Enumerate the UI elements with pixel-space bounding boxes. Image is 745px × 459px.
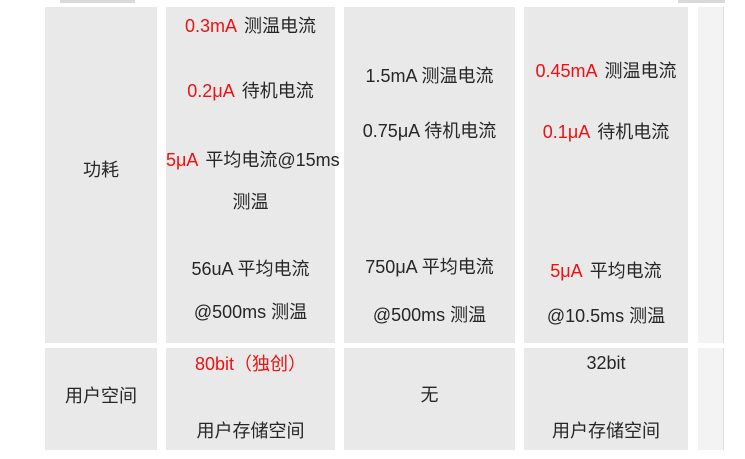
userspace-row-header-label: 用户空间 — [65, 386, 137, 406]
power-p2-line4: @500ms 测温 — [372, 305, 487, 325]
power-p3-line3-value: 5μA — [550, 261, 583, 281]
userspace-cell-product1: 80bit（独创） 用户存储空间 — [166, 348, 335, 450]
power-p1-line1: 0.3mA 测温电流 — [166, 14, 335, 38]
power-p3-line2-value: 0.1μA — [542, 122, 591, 142]
power-row-header-label: 功耗 — [83, 160, 119, 180]
power-p1-line4: 测温 — [232, 192, 269, 212]
power-cell-product2: 1.5mA 测温电流 0.75μA 待机电流 750μA 平均电流 @500ms… — [344, 7, 515, 343]
power-p1-line3: 5μA 平均电流@15ms — [166, 148, 340, 172]
power-p1-line1-value: 0.3mA — [184, 16, 238, 36]
power-cell-product3: 0.45mA 测温电流 0.1μA 待机电流 5μA 平均电流 @10.5ms 测温 — [524, 7, 688, 343]
power-p1-line1-label: 测温电流 — [244, 16, 317, 36]
cutoff-row-sliver-right — [678, 0, 725, 3]
power-p3-line1: 0.45mA 测温电流 — [524, 59, 688, 83]
power-p3-line2-label: 待机电流 — [597, 122, 670, 142]
userspace-cell-product3: 32bit 用户存储空间 — [524, 348, 688, 450]
power-p3-line3-label: 平均电流 — [589, 261, 662, 281]
cutoff-column-strip-top — [698, 7, 724, 343]
cutoff-column-strip-bottom — [698, 348, 724, 450]
power-p3-line3: 5μA 平均电流 — [524, 259, 688, 283]
power-p3-line1-value: 0.45mA — [535, 61, 598, 81]
power-p1-line3-value: 5μA — [166, 150, 199, 170]
userspace-p3-line1: 32bit — [586, 353, 626, 373]
power-cell-product1: 0.3mA 测温电流 0.2μA 待机电流 5μA 平均电流@15ms 测温 56uA… — [166, 7, 340, 343]
power-p1-line2-label: 待机电流 — [241, 81, 314, 101]
userspace-p1-line1: 80bit（独创） — [194, 354, 307, 374]
power-p1-line6: @500ms 测温 — [193, 302, 308, 322]
power-p2-line3: 750μA 平均电流 — [365, 257, 494, 277]
userspace-p2-value: 无 — [420, 385, 439, 405]
power-p3-line2: 0.1μA 待机电流 — [524, 120, 688, 144]
power-p3-line1-label: 测温电流 — [604, 61, 677, 81]
power-p1-line2: 0.2μA 待机电流 — [166, 79, 335, 103]
power-p1-line2-value: 0.2μA — [187, 81, 235, 101]
power-p1-line5: 56uA 平均电流 — [191, 259, 310, 279]
userspace-p3-line2: 用户存储空间 — [552, 421, 660, 441]
power-p2-line1: 1.5mA 测温电流 — [365, 66, 494, 86]
power-p1-line3-label: 平均电流@15ms — [205, 150, 340, 170]
userspace-cell-product2: 无 — [344, 348, 515, 450]
power-row-header-cell: 功耗 — [45, 7, 157, 343]
userspace-p1-line2: 用户存储空间 — [196, 421, 305, 441]
cutoff-row-sliver-left — [60, 0, 135, 3]
power-p3-line4: @10.5ms 测温 — [546, 306, 666, 326]
userspace-row-header-cell: 用户空间 — [45, 348, 157, 450]
power-p2-line2: 0.75μA 待机电流 — [362, 121, 497, 141]
